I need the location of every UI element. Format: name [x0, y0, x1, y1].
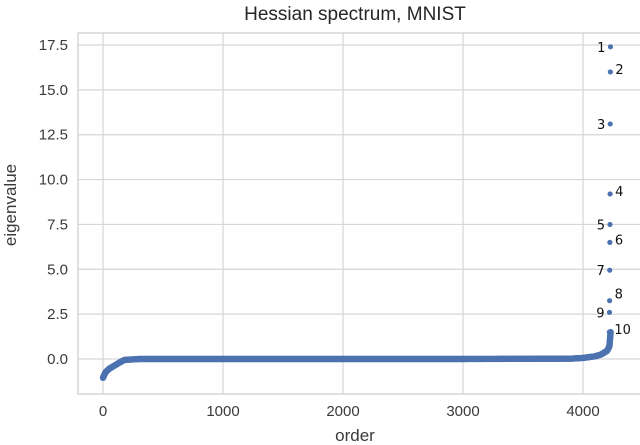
x-tick-label: 0 [99, 403, 107, 420]
plot-frame [77, 32, 640, 395]
x-tick-label: 4000 [566, 403, 599, 420]
x-tick-label: 2000 [326, 403, 359, 420]
top-eigenvalue-point [607, 221, 613, 228]
y-tick-label: 12.5 [39, 127, 68, 144]
y-tick-label: 10.0 [39, 172, 68, 189]
rank-label: 7 [596, 264, 604, 279]
rank-label: 6 [615, 233, 623, 248]
chart-title: Hessian spectrum, MNIST [244, 4, 466, 25]
grid-lines [78, 33, 640, 394]
rank-label: 4 [615, 185, 623, 200]
top-eigenvalue-point [607, 298, 613, 304]
y-tick-label: 0.0 [47, 351, 68, 368]
top-eigenvalue-point [607, 69, 613, 75]
rank-label: 10 [614, 323, 631, 338]
top-eigenvalue-point [607, 121, 613, 127]
x-tick-labels: 0 1000 2000 3000 4000 [99, 403, 600, 420]
y-tick-label: 17.5 [39, 37, 68, 54]
data-series [99, 44, 614, 382]
top-eigenvalue-point [607, 239, 613, 245]
rank-label: 5 [597, 218, 605, 233]
x-tick-label: 1000 [206, 403, 239, 420]
y-tick-label: 15.0 [39, 82, 68, 99]
x-tick-label: 3000 [446, 403, 479, 420]
y-tick-label: 5.0 [47, 261, 68, 278]
y-axis-label: eigenvalue [1, 164, 20, 246]
top-eigenvalue-point [606, 309, 613, 315]
top-eigenvalue-point [606, 329, 612, 335]
top-eigenvalue-point [607, 44, 614, 50]
y-tick-label: 2.5 [47, 306, 68, 323]
rank-label: 2 [615, 63, 623, 78]
top-eigenvalue-point [607, 191, 613, 197]
y-tick-label: 7.5 [47, 216, 68, 233]
rank-label: 9 [596, 306, 604, 321]
rank-label: 3 [597, 118, 605, 133]
rank-label: 8 [615, 288, 623, 303]
top-eigenvalue-point [607, 267, 613, 273]
x-axis-label: order [335, 426, 375, 445]
rank-label: 1 [597, 41, 605, 56]
y-tick-labels: 0.0 2.5 5.0 7.5 10.0 12.5 15.0 17.5 [39, 37, 68, 368]
